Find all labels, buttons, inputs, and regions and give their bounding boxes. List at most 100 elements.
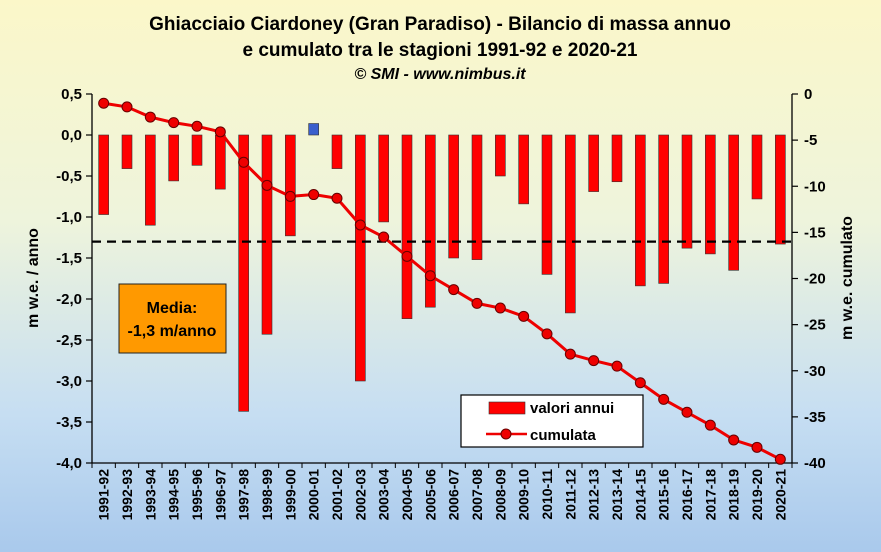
y-left-tick-label: -2,0 — [56, 291, 82, 308]
bar — [98, 134, 109, 215]
cumulative-point — [284, 190, 296, 202]
chart-title-line2: e cumulato tra le stagioni 1991-92 e 202… — [243, 40, 638, 61]
y-right-tick-label: -20 — [804, 271, 826, 288]
chart-title-line1: Ghiacciaio Ciardoney (Gran Paradiso) - B… — [149, 14, 731, 35]
bar — [331, 134, 343, 169]
cumulative-point — [704, 419, 716, 431]
cumulative-point — [308, 189, 320, 201]
cumulative-point — [728, 434, 740, 446]
cumulative-point — [354, 219, 366, 231]
legend-line-marker — [500, 428, 512, 440]
bar — [215, 134, 226, 190]
bar — [635, 134, 646, 287]
y-left-tick-label: -1,5 — [56, 250, 82, 267]
bar — [168, 134, 179, 182]
x-tick-label: 2010-11 — [539, 469, 555, 520]
bar — [751, 134, 763, 200]
cumulative-point — [378, 231, 390, 243]
media-value: -1,3 m/anno — [128, 323, 217, 340]
x-tick-label: 1996-97 — [212, 469, 228, 521]
x-tick-label: 2002-03 — [352, 469, 368, 521]
x-tick-label: 2014-15 — [632, 469, 648, 521]
bar — [285, 134, 296, 237]
cumulative-point — [774, 453, 786, 465]
bar — [611, 134, 623, 183]
bar — [121, 134, 133, 169]
bar — [658, 134, 669, 284]
cumulative-point — [494, 302, 506, 314]
bar — [238, 134, 249, 412]
cumulative-point — [191, 120, 203, 132]
x-tick-label: 2018-19 — [726, 469, 742, 521]
legend-bar-label: valori annui — [530, 400, 614, 417]
bar — [728, 134, 739, 271]
y-left-tick-label: -0,5 — [56, 168, 82, 185]
cumulative-point — [588, 355, 600, 367]
x-tick-label: 1993-94 — [142, 469, 158, 521]
x-tick-label: 2016-17 — [679, 469, 695, 521]
legend-line-label: cumulata — [530, 427, 597, 444]
y-left-tick-label: -1,0 — [56, 209, 82, 226]
x-tick-label: 2012-13 — [586, 469, 602, 521]
bar — [518, 134, 529, 205]
cumulative-point — [168, 117, 180, 129]
x-tick-label: 2003-04 — [376, 469, 392, 521]
cumulative-point — [658, 393, 670, 405]
cumulative-point — [261, 179, 273, 191]
y-right-tick-label: -35 — [804, 409, 826, 426]
x-tick-label: 2000-01 — [306, 469, 322, 521]
plot-area: 0,5 0,0 -0,5 -1,0 -1,5 -2,0 -2,5 -3,0 -3,5 -4,0 0 -… — [56, 86, 826, 520]
bar — [261, 134, 273, 335]
x-tick-label: 2004-05 — [399, 469, 415, 521]
cumulative-point — [751, 441, 763, 453]
y-right-tick-label: -5 — [804, 132, 817, 149]
legend-bar-swatch — [488, 401, 526, 415]
legend: valori annui cumulata — [460, 394, 644, 448]
y-left-tick-label: 0,0 — [61, 127, 82, 144]
y-right-tick-label: -40 — [804, 455, 826, 472]
y-right-tick-label: -10 — [804, 178, 826, 195]
bar — [308, 123, 319, 136]
cumulative-point — [471, 297, 483, 309]
bar — [541, 134, 553, 275]
x-tick-label: 2013-14 — [609, 469, 625, 521]
cumulative-point — [541, 328, 553, 340]
cumulative-point — [144, 111, 156, 123]
cumulative-point — [681, 406, 693, 418]
x-tick-label: 2011-12 — [562, 469, 578, 520]
cumulative-point — [401, 250, 413, 262]
cumulative-point — [634, 377, 646, 389]
x-tick-label: 1995-96 — [189, 469, 205, 521]
cumulative-point — [424, 270, 436, 282]
bar — [681, 134, 693, 249]
cumulative-point — [238, 156, 250, 168]
bar — [145, 134, 156, 226]
x-tick-label: 2017-18 — [702, 469, 718, 521]
bar — [401, 134, 413, 319]
x-tick-label: 2020-21 — [772, 469, 788, 521]
y-left-tick-label: -3,5 — [56, 414, 82, 431]
x-tick-label: 2015-16 — [656, 469, 672, 521]
y-axis-right-label: m w.e. cumulato — [839, 216, 856, 340]
bar — [705, 134, 716, 255]
cumulative-point — [98, 97, 110, 109]
x-tick-label: 2001-02 — [329, 469, 345, 521]
cumulative-point — [518, 310, 530, 322]
x-tick-label: 2005-06 — [422, 469, 438, 521]
bar — [425, 134, 436, 308]
x-tick-label: 1994-95 — [166, 469, 182, 521]
x-tick-label: 2008-09 — [492, 469, 508, 521]
y-right-tick-label: -30 — [804, 363, 826, 380]
x-tick-label: 2007-08 — [469, 469, 485, 521]
y-right-tick-label: -15 — [804, 224, 826, 241]
bar — [565, 134, 576, 314]
x-tick-label: 1991-92 — [96, 469, 112, 521]
bar — [775, 134, 786, 245]
cumulative-point — [331, 192, 343, 204]
bar — [495, 134, 506, 177]
bar — [588, 134, 599, 192]
bar — [355, 134, 366, 382]
x-tick-label: 2006-07 — [446, 469, 462, 521]
y-right-tick-label: 0 — [804, 86, 812, 103]
y-left-tick-label: 0,5 — [61, 86, 82, 103]
